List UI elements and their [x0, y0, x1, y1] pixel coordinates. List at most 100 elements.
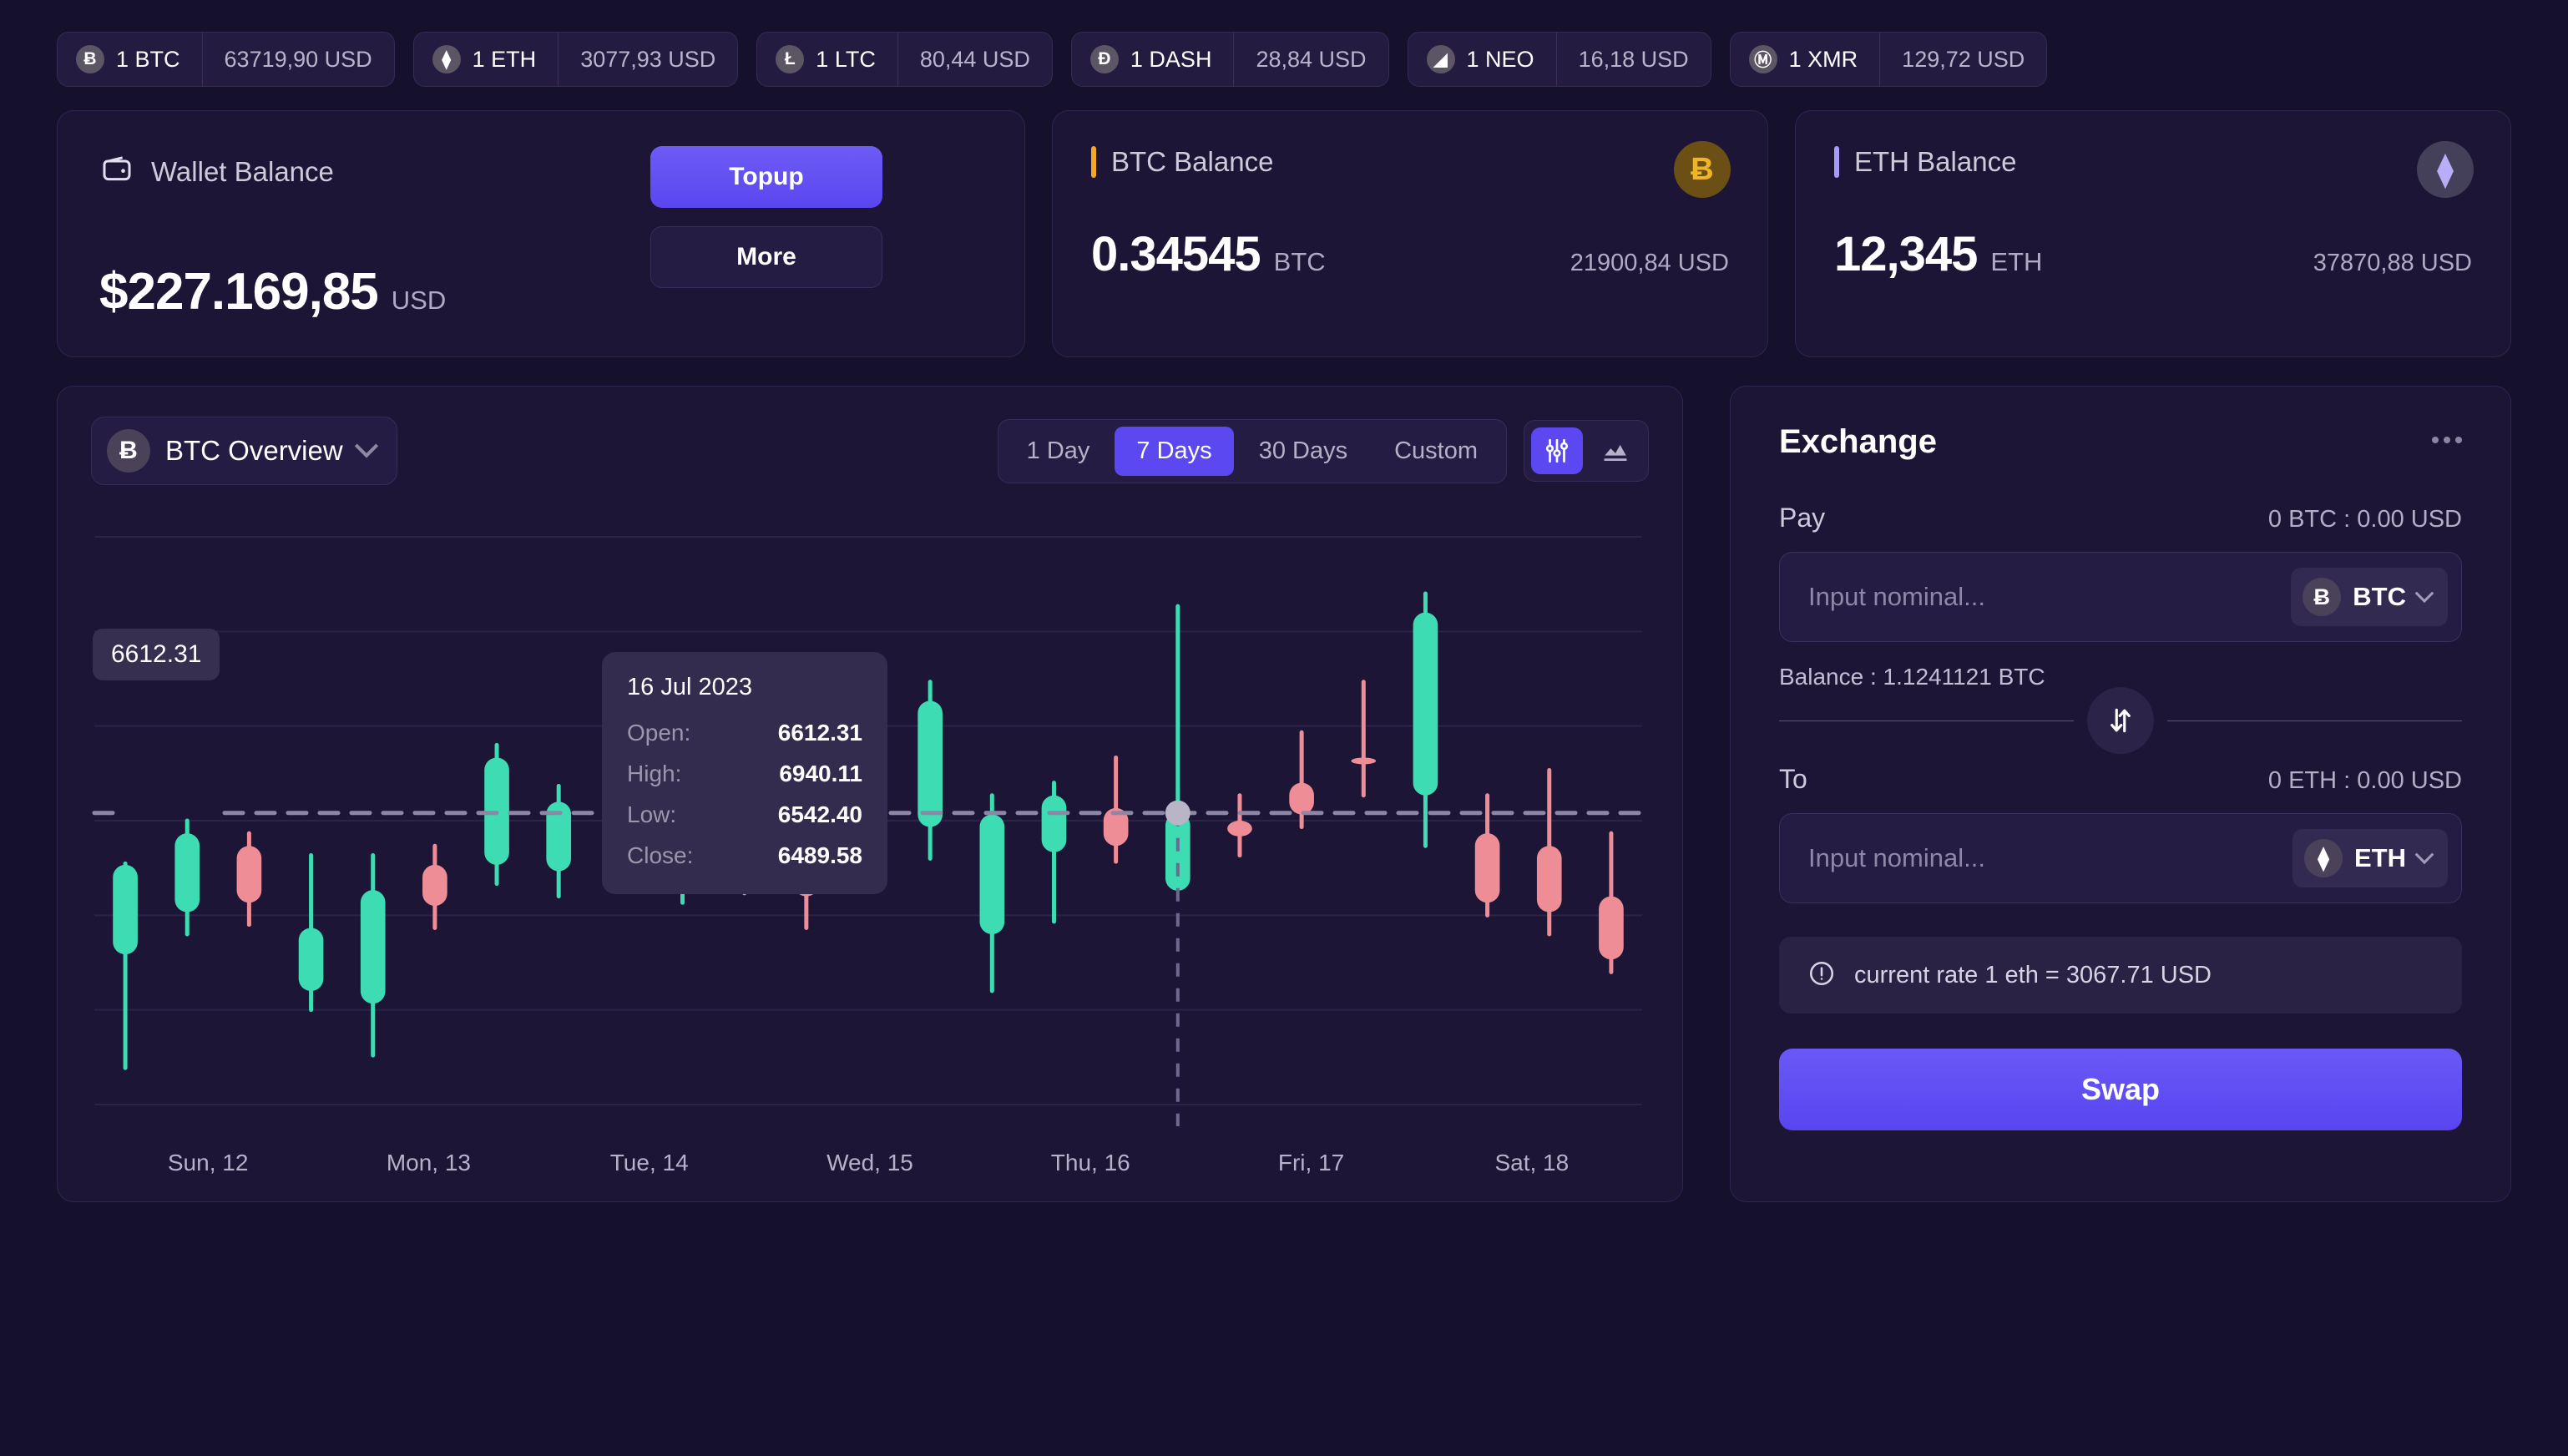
- pay-input[interactable]: Input nominal...: [1808, 582, 1985, 611]
- btc-balance-bottom: 0.34545 BTC 21900,84 USD: [1091, 226, 1729, 282]
- range-30-days[interactable]: 30 Days: [1237, 427, 1369, 476]
- swap-button[interactable]: Swap: [1779, 1049, 2462, 1130]
- chart-header: Ƀ BTC Overview 1 Day 7 Days 30 Days Cust…: [91, 417, 1649, 485]
- divider-right: [2167, 720, 2462, 721]
- wallet-balance-card: Wallet Balance $227.169,85 USD Topup Mor…: [57, 110, 1025, 357]
- x-tick-1: Mon, 13: [386, 1150, 471, 1175]
- divider-left: [1779, 720, 2074, 721]
- btc-unit: BTC: [1273, 247, 1326, 276]
- ticker-chip-ltc[interactable]: Ł 1 LTC 80,44 USD: [756, 32, 1053, 87]
- ticker-price: 28,84 USD: [1256, 46, 1367, 72]
- swap-divider: [1779, 687, 2462, 754]
- to-summary: 0 ETH : 0.00 USD: [2267, 767, 2462, 794]
- ticker-name: 1 ETH: [472, 46, 537, 72]
- ethereum-icon: ⧫: [2417, 141, 2474, 198]
- tooltip-value: 6489.58: [777, 842, 862, 868]
- ticker-chip-btc[interactable]: Ƀ 1 BTC 63719,90 USD: [57, 32, 395, 87]
- accent-bar: [1834, 146, 1839, 178]
- tooltip-row-close: Close: 6489.58: [627, 842, 862, 869]
- area-chart-icon[interactable]: [1590, 427, 1641, 474]
- btc-balance-card: BTC Balance Ƀ 0.34545 BTC 21900,84 USD: [1052, 110, 1768, 357]
- chart-controls: 1 Day 7 Days 30 Days Custom: [997, 418, 1649, 483]
- chart-panel: Ƀ BTC Overview 1 Day 7 Days 30 Days Cust…: [57, 386, 1683, 1202]
- more-options-icon[interactable]: [2432, 423, 2462, 443]
- overview-label: BTC Overview: [165, 435, 343, 466]
- wallet-amount: $227.169,85: [99, 263, 379, 321]
- eth-balance-head: ETH Balance: [1834, 146, 2472, 178]
- x-tick-5: Fri, 17: [1277, 1150, 1345, 1175]
- chevron-down-icon: [2414, 584, 2434, 604]
- ethereum-icon: ⧫: [2304, 839, 2343, 877]
- pay-input-box[interactable]: Input nominal... Ƀ BTC: [1779, 552, 2462, 642]
- more-button[interactable]: More: [650, 226, 882, 288]
- ticker-chip-dash[interactable]: Đ 1 DASH 28,84 USD: [1070, 32, 1389, 87]
- neo-icon: ◢: [1426, 45, 1455, 73]
- x-axis-labels: Sun, 12 Mon, 13 Tue, 14 Wed, 15 Thu, 16 …: [91, 1150, 1649, 1176]
- range-1-day[interactable]: 1 Day: [1005, 427, 1112, 476]
- x-tick-3: Wed, 15: [827, 1150, 913, 1175]
- tooltip-key: Low:: [627, 801, 677, 827]
- btc-amount: 0.34545: [1091, 227, 1261, 281]
- chevron-down-icon: [2414, 845, 2434, 865]
- bitcoin-icon: Ƀ: [107, 429, 150, 473]
- ticker-left: Đ 1 DASH: [1072, 33, 1235, 86]
- topup-button[interactable]: Topup: [650, 146, 882, 208]
- pay-label: Pay: [1779, 503, 1826, 533]
- accent-bar: [1091, 146, 1096, 178]
- to-row: To 0 ETH : 0.00 USD: [1779, 764, 2462, 795]
- ticker-left: Ƀ 1 BTC: [58, 33, 203, 86]
- ticker-name: 1 LTC: [816, 46, 876, 72]
- summary-cards-row: Wallet Balance $227.169,85 USD Topup Mor…: [57, 110, 2511, 357]
- to-label: To: [1779, 764, 1807, 794]
- to-currency-label: ETH: [2354, 843, 2406, 872]
- eth-balance-bottom: 12,345 ETH 37870,88 USD: [1834, 226, 2472, 282]
- range-7-days[interactable]: 7 Days: [1115, 426, 1234, 476]
- dash-icon: Đ: [1089, 45, 1119, 73]
- tooltip-key: High:: [627, 761, 682, 786]
- btc-overview-dropdown[interactable]: Ƀ BTC Overview: [91, 417, 397, 485]
- swap-vertical-icon[interactable]: [2087, 687, 2154, 754]
- ticker-chip-xmr[interactable]: Ⓜ 1 XMR 129,72 USD: [1729, 32, 2048, 87]
- range-custom[interactable]: Custom: [1372, 427, 1499, 476]
- x-tick-4: Thu, 16: [1050, 1150, 1130, 1175]
- ticker-chip-neo[interactable]: ◢ 1 NEO 16,18 USD: [1407, 32, 1711, 87]
- pay-row: Pay 0 BTC : 0.00 USD: [1779, 503, 2462, 533]
- btc-amount-wrap: 0.34545 BTC: [1091, 226, 1326, 282]
- litecoin-icon: Ł: [776, 45, 805, 73]
- btc-balance-label: BTC Balance: [1111, 146, 1274, 177]
- to-input-box[interactable]: Input nominal... ⧫ ETH: [1779, 813, 2462, 903]
- btc-balance-head: BTC Balance: [1091, 146, 1729, 178]
- to-input[interactable]: Input nominal...: [1808, 843, 1985, 872]
- chevron-down-icon: [354, 434, 378, 458]
- ticker-chip-eth[interactable]: ⧫ 1 ETH 3077,93 USD: [412, 32, 739, 87]
- pay-summary: 0 BTC : 0.00 USD: [2267, 506, 2462, 533]
- pay-currency-dropdown[interactable]: Ƀ BTC: [2291, 568, 2448, 626]
- wallet-icon: [99, 153, 134, 190]
- ticker-left: ◢ 1 NEO: [1408, 33, 1557, 86]
- ticker-left: Ł 1 LTC: [757, 33, 898, 86]
- ticker-name: 1 BTC: [116, 46, 180, 72]
- tooltip-value: 6940.11: [779, 761, 862, 786]
- ticker-left: ⧫ 1 ETH: [414, 33, 559, 86]
- candlestick-plot[interactable]: 6612.31 16 Jul 2023 Open: 6612.31 High: …: [91, 520, 1649, 1138]
- ticker-name: 1 XMR: [1788, 46, 1858, 72]
- ticker-price: 129,72 USD: [1902, 46, 2025, 72]
- wallet-currency: USD: [391, 286, 447, 315]
- chart-type-group: [1524, 420, 1649, 482]
- bitcoin-icon: Ƀ: [2303, 578, 2342, 616]
- current-rate-box: current rate 1 eth = 3067.71 USD: [1779, 937, 2462, 1014]
- ticker-price: 16,18 USD: [1578, 46, 1689, 72]
- wallet-title-row: Wallet Balance: [99, 153, 446, 190]
- candlestick-settings-icon[interactable]: [1531, 427, 1583, 474]
- wallet-left: Wallet Balance $227.169,85 USD: [99, 146, 446, 321]
- ethereum-icon: ⧫: [432, 45, 461, 73]
- ohlc-tooltip: 16 Jul 2023 Open: 6612.31 High: 6940.11 …: [602, 652, 887, 894]
- to-currency-dropdown[interactable]: ⧫ ETH: [2292, 829, 2448, 887]
- x-tick-0: Sun, 12: [167, 1150, 249, 1175]
- x-tick-6: Sat, 18: [1494, 1150, 1570, 1175]
- ticker-bar: Ƀ 1 BTC 63719,90 USD ⧫ 1 ETH 3077,93 USD…: [0, 0, 2568, 87]
- price-marker-label: 6612.31: [93, 629, 220, 680]
- info-icon: [1807, 959, 1836, 992]
- exchange-panel: Exchange Pay 0 BTC : 0.00 USD Input nomi…: [1730, 386, 2511, 1202]
- tooltip-key: Open:: [627, 720, 691, 746]
